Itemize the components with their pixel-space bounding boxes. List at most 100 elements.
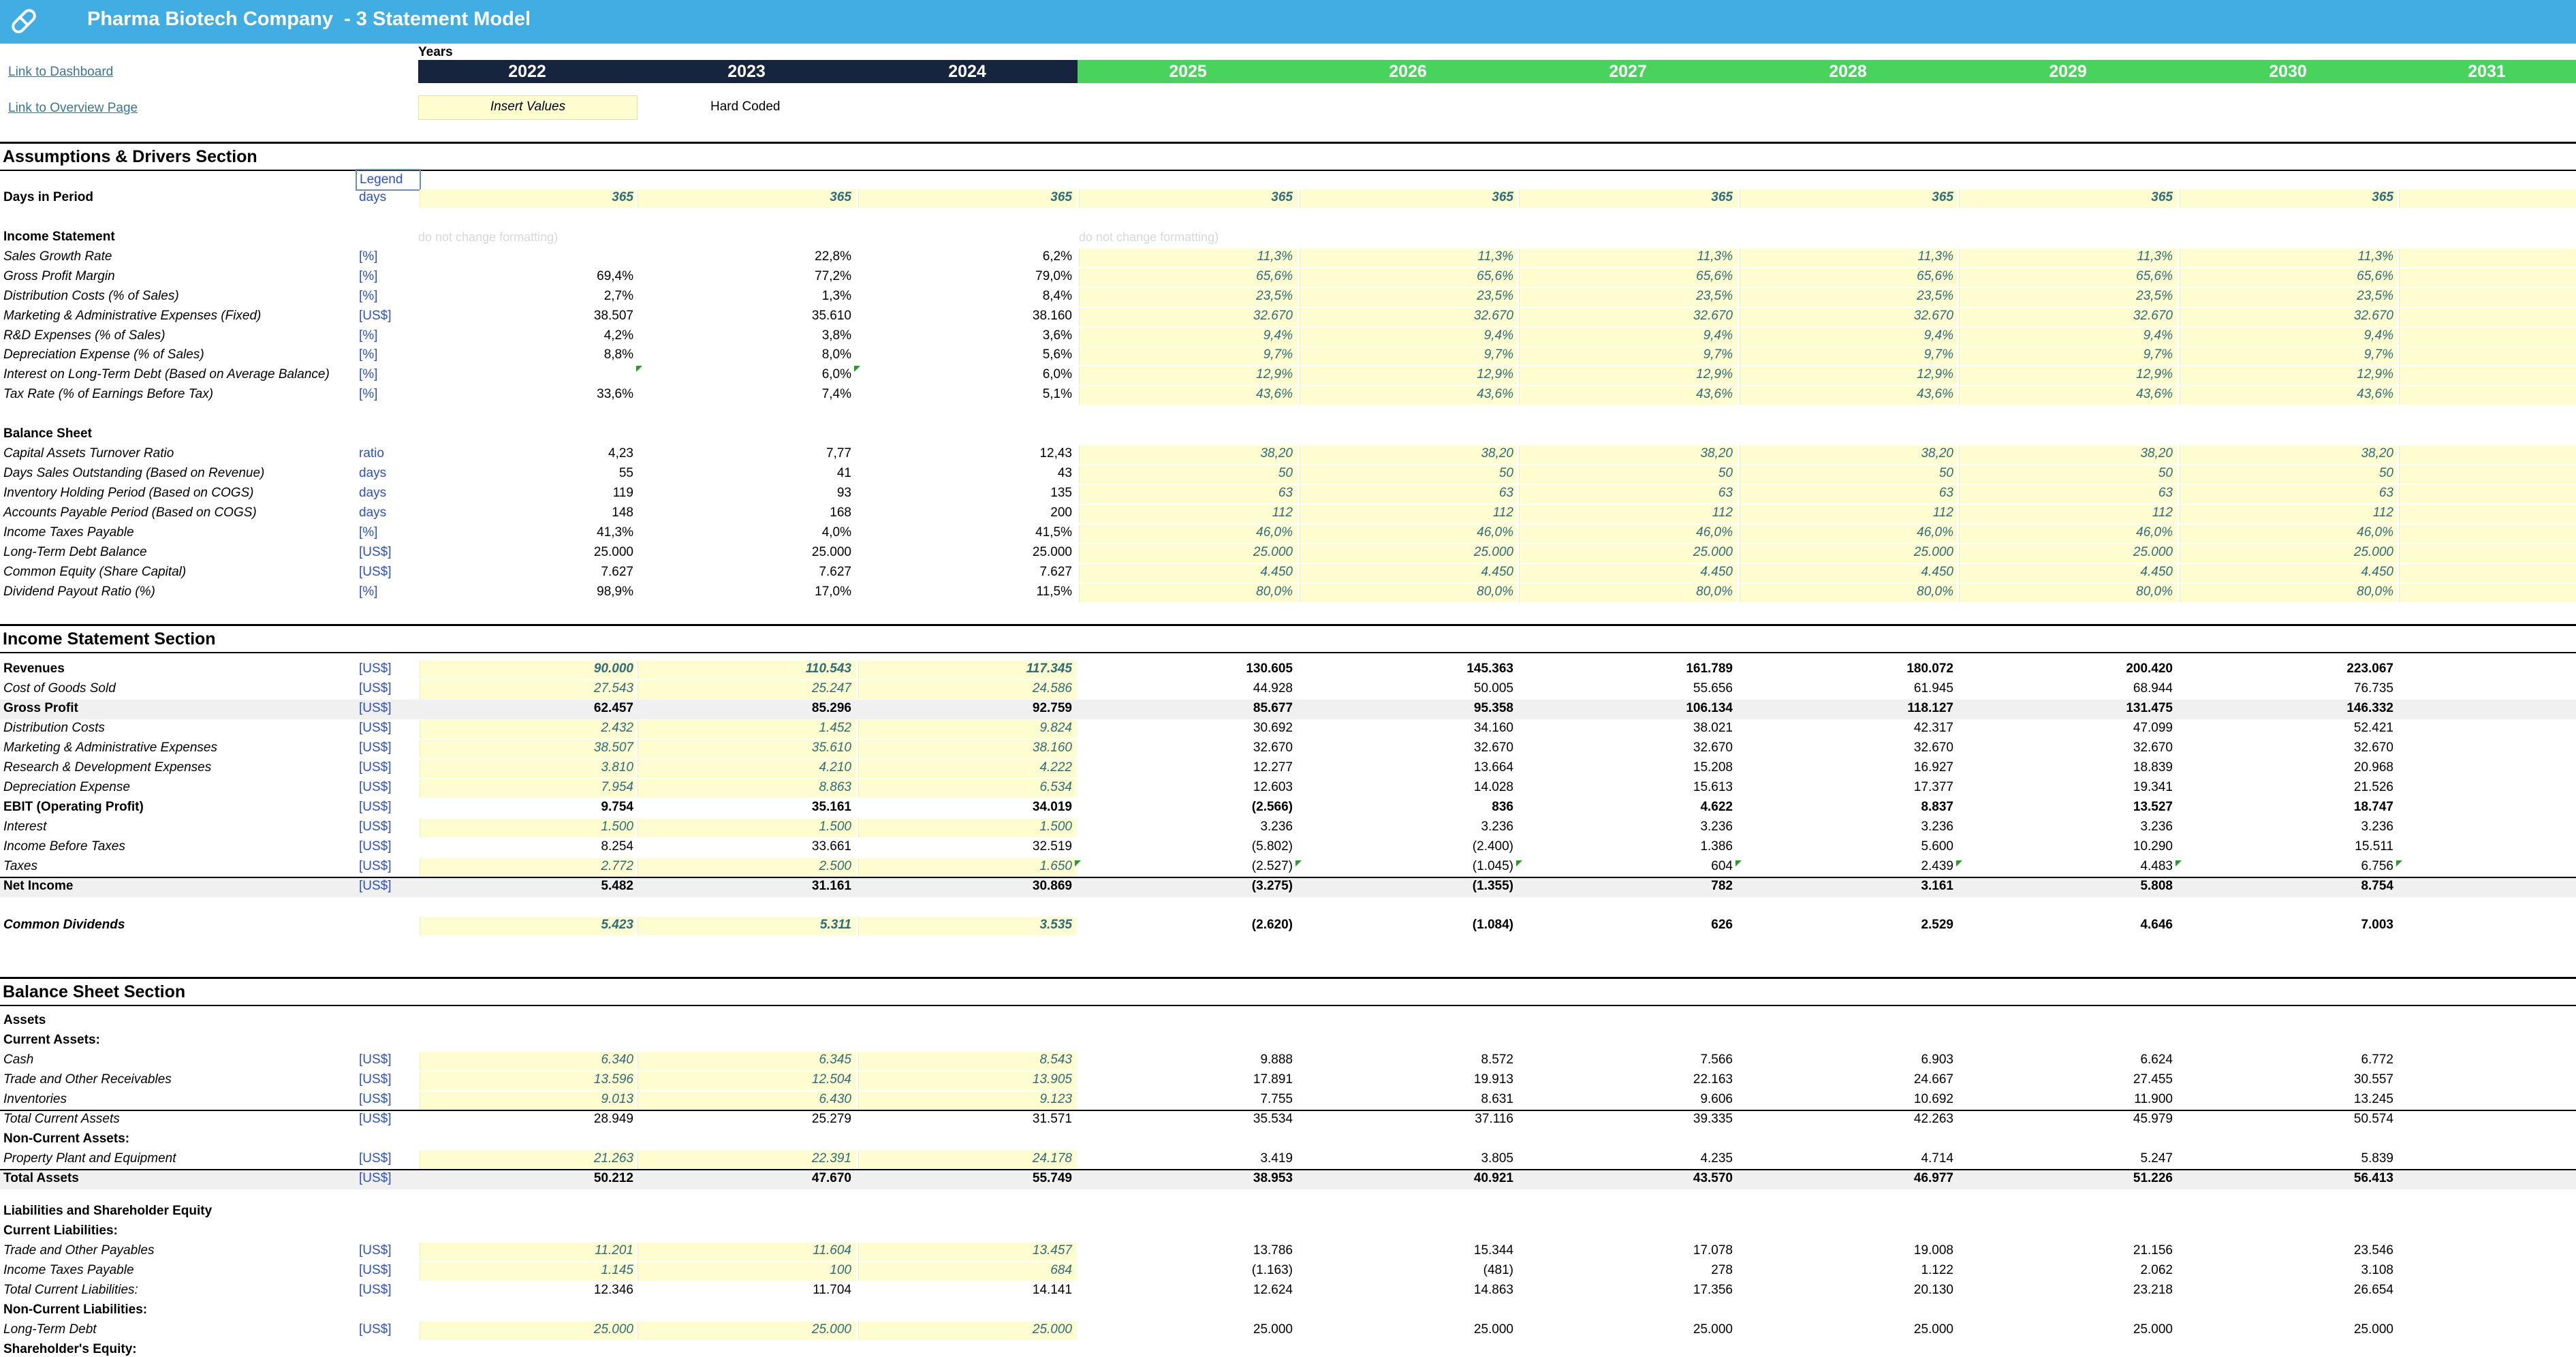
row-revenues-value[interactable]: 223.067 (2346, 661, 2393, 676)
row-cost-of-goods-sold-value[interactable]: 55.656 (1693, 681, 1733, 696)
row-cash-value[interactable]: 8.543 (1039, 1052, 1072, 1067)
row-ebit-operating-profit-value[interactable]: 35.161 (811, 800, 851, 814)
row-r-d-expenses-of-sales-value[interactable]: 9,4% (1923, 328, 1953, 343)
row-inventories-value[interactable]: 10.692 (1913, 1092, 1953, 1106)
row-common-equity-share-capital-value[interactable]: 7.627 (819, 565, 851, 579)
row-days-sales-outstanding-based-on-revenue-value[interactable]: 50 (2378, 466, 2393, 480)
row-net-income-value[interactable]: 782 (1711, 879, 1733, 893)
row-cash-value[interactable]: 6.340 (601, 1052, 633, 1067)
row-interest-on-long-term-debt-based-on-average-balance-value[interactable]: 12,9% (1917, 367, 1953, 381)
row-tax-rate-of-earnings-before-tax-value[interactable]: 43,6% (2357, 387, 2393, 401)
row-interest-value[interactable]: 1.500 (819, 820, 851, 834)
row-dividend-payout-ratio-value[interactable]: 98,9% (597, 584, 633, 599)
row-cash-value[interactable]: 6.624 (2140, 1052, 2173, 1067)
row-tax-rate-of-earnings-before-tax-value[interactable]: 33,6% (597, 387, 633, 401)
row-common-dividends-value[interactable]: 5.311 (819, 918, 851, 932)
row-trade-and-other-receivables-value[interactable]: 13.596 (593, 1072, 633, 1087)
row-long-term-debt-value[interactable]: 25.000 (1032, 1322, 1072, 1337)
row-cost-of-goods-sold-value[interactable]: 68.944 (2133, 681, 2173, 696)
row-sales-growth-rate-value[interactable]: 6,2% (1042, 249, 1072, 264)
row-common-dividends-value[interactable]: (1.084) (1472, 918, 1513, 932)
row-accounts-payable-period-based-on-cogs-value[interactable]: 112 (2152, 505, 2173, 520)
row-gross-profit-margin-value[interactable]: 65,6% (1917, 269, 1953, 283)
row-total-assets-value[interactable]: 50.212 (593, 1171, 633, 1185)
row-days-in-period-value[interactable]: 365 (2151, 190, 2173, 204)
row-days-sales-outstanding-based-on-revenue-value[interactable]: 55 (618, 466, 633, 480)
row-income-taxes-payable-value[interactable]: 46,0% (2136, 525, 2173, 540)
row-income-taxes-payable-value[interactable]: (481) (1483, 1263, 1513, 1277)
row-trade-and-other-payables-value[interactable]: 21.156 (2133, 1243, 2173, 1258)
row-ebit-operating-profit-value[interactable]: 9.754 (601, 800, 633, 814)
row-taxes-value[interactable]: 2.772 (601, 859, 633, 873)
row-marketing-administrative-expenses-value[interactable]: 32.670 (2353, 740, 2393, 755)
row-distribution-costs-value[interactable]: 52.421 (2353, 721, 2393, 735)
row-ebit-operating-profit-value[interactable]: 34.019 (1032, 800, 1072, 814)
row-income-before-taxes-value[interactable]: (2.400) (1472, 839, 1513, 854)
row-trade-and-other-payables-value[interactable]: 17.078 (1693, 1243, 1733, 1258)
row-trade-and-other-receivables-value[interactable]: 24.667 (1913, 1072, 1953, 1087)
row-common-equity-share-capital-value[interactable]: 4.450 (2361, 565, 2393, 579)
row-gross-profit-value[interactable]: 131.475 (2126, 701, 2173, 715)
row-total-assets-value[interactable]: 38.953 (1253, 1171, 1293, 1185)
row-total-assets-value[interactable]: 51.226 (2133, 1171, 2173, 1185)
row-taxes-value[interactable]: (1.045) (1472, 859, 1513, 873)
row-gross-profit-value[interactable]: 106.134 (1686, 701, 1733, 715)
row-long-term-debt-balance-value[interactable]: 25.000 (2353, 545, 2393, 559)
row-total-current-assets-value[interactable]: 25.279 (811, 1112, 851, 1126)
row-tax-rate-of-earnings-before-tax-value[interactable]: 43,6% (1256, 387, 1293, 401)
row-property-plant-and-equipment-value[interactable]: 3.805 (1481, 1151, 1513, 1166)
row-depreciation-expense-value[interactable]: 12.603 (1253, 780, 1293, 794)
row-research-development-expenses-value[interactable]: 3.810 (601, 760, 633, 775)
row-depreciation-expense-of-sales-value[interactable]: 9,7% (1263, 347, 1293, 362)
row-cash-value[interactable]: 9.888 (1260, 1052, 1293, 1067)
row-total-current-assets-value[interactable]: 45.979 (2133, 1112, 2173, 1126)
row-long-term-debt-value[interactable]: 25.000 (2353, 1322, 2393, 1337)
row-distribution-costs-value[interactable]: 42.317 (1913, 721, 1953, 735)
row-days-in-period-value[interactable]: 365 (1050, 190, 1072, 204)
row-depreciation-expense-value[interactable]: 6.534 (1039, 780, 1072, 794)
row-marketing-administrative-expenses-value[interactable]: 32.670 (2133, 740, 2173, 755)
row-trade-and-other-receivables-value[interactable]: 27.455 (2133, 1072, 2173, 1087)
row-r-d-expenses-of-sales-value[interactable]: 3,6% (1042, 328, 1072, 343)
row-trade-and-other-payables-value[interactable]: 13.786 (1253, 1243, 1293, 1258)
row-total-current-assets-value[interactable]: 31.571 (1032, 1112, 1072, 1126)
row-income-before-taxes-value[interactable]: 1.386 (1700, 839, 1733, 854)
row-accounts-payable-period-based-on-cogs-value[interactable]: 148 (612, 505, 633, 520)
row-days-sales-outstanding-based-on-revenue-value[interactable]: 41 (836, 466, 851, 480)
row-marketing-administrative-expenses-fixed-value[interactable]: 38.507 (593, 309, 633, 323)
row-r-d-expenses-of-sales-value[interactable]: 9,4% (1703, 328, 1733, 343)
row-inventories-value[interactable]: 6.430 (819, 1092, 851, 1106)
row-common-equity-share-capital-value[interactable]: 4.450 (1260, 565, 1293, 579)
row-depreciation-expense-of-sales-value[interactable]: 8,8% (603, 347, 633, 362)
row-days-sales-outstanding-based-on-revenue-value[interactable]: 50 (1498, 466, 1513, 480)
row-property-plant-and-equipment-value[interactable]: 3.419 (1260, 1151, 1293, 1166)
row-inventory-holding-period-based-on-cogs-value[interactable]: 63 (2158, 486, 2173, 500)
row-net-income-value[interactable]: 30.869 (1032, 879, 1072, 893)
row-cash-value[interactable]: 6.903 (1921, 1052, 1953, 1067)
row-research-development-expenses-value[interactable]: 15.208 (1693, 760, 1733, 775)
row-interest-value[interactable]: 3.236 (1921, 820, 1953, 834)
row-income-taxes-payable-value[interactable]: 2.062 (2140, 1263, 2173, 1277)
row-taxes-value[interactable]: 2.500 (819, 859, 851, 873)
row-accounts-payable-period-based-on-cogs-value[interactable]: 200 (1050, 505, 1072, 520)
row-common-equity-share-capital-value[interactable]: 4.450 (1481, 565, 1513, 579)
row-days-sales-outstanding-based-on-revenue-value[interactable]: 43 (1057, 466, 1072, 480)
row-r-d-expenses-of-sales-value[interactable]: 9,4% (1263, 328, 1293, 343)
row-capital-assets-turnover-ratio-value[interactable]: 38,20 (1260, 446, 1293, 461)
row-long-term-debt-balance-value[interactable]: 25.000 (1913, 545, 1953, 559)
row-distribution-costs-value[interactable]: 30.692 (1253, 721, 1293, 735)
row-sales-growth-rate-value[interactable]: 11,3% (1917, 249, 1953, 264)
row-income-taxes-payable-value[interactable]: 1.145 (601, 1263, 633, 1277)
row-long-term-debt-balance-value[interactable]: 25.000 (1032, 545, 1072, 559)
row-marketing-administrative-expenses-value[interactable]: 35.610 (811, 740, 851, 755)
row-inventories-value[interactable]: 11.900 (2134, 1092, 2173, 1106)
row-r-d-expenses-of-sales-value[interactable]: 4,2% (603, 328, 633, 343)
row-inventories-value[interactable]: 9.606 (1700, 1092, 1733, 1106)
row-days-in-period-value[interactable]: 365 (1492, 190, 1513, 204)
row-income-taxes-payable-value[interactable]: 684 (1050, 1263, 1072, 1277)
row-capital-assets-turnover-ratio-value[interactable]: 38,20 (1481, 446, 1513, 461)
row-total-current-liabilities-value[interactable]: 14.863 (1473, 1283, 1513, 1297)
row-gross-profit-value[interactable]: 85.677 (1253, 701, 1293, 715)
row-research-development-expenses-value[interactable]: 20.968 (2353, 760, 2393, 775)
row-interest-on-long-term-debt-based-on-average-balance-value[interactable]: 12,9% (2136, 367, 2173, 381)
